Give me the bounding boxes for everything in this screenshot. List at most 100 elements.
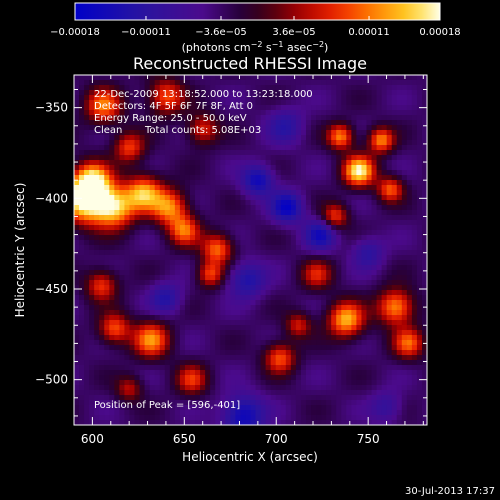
heatmap-cell xyxy=(210,90,216,96)
heatmap-cell xyxy=(124,325,131,331)
heatmap-cell xyxy=(270,75,277,81)
heatmap-cell xyxy=(376,310,383,316)
heatmap-cell xyxy=(376,180,383,186)
heatmap-cell xyxy=(200,345,206,351)
heatmap-cell xyxy=(139,350,146,356)
heatmap-cell xyxy=(169,300,176,306)
heatmap-cell xyxy=(169,110,176,116)
heatmap-cell xyxy=(361,265,368,271)
heatmap-cell xyxy=(179,270,186,276)
heatmap-cell xyxy=(376,170,383,176)
heatmap-cell xyxy=(341,375,347,381)
heatmap-cell xyxy=(220,285,226,291)
heatmap-cell xyxy=(260,420,267,425)
heatmap-cell xyxy=(285,235,292,241)
heatmap-cell xyxy=(391,275,398,281)
heatmap-cell xyxy=(331,420,337,425)
heatmap-cell xyxy=(275,290,282,296)
heatmap-cell xyxy=(129,80,136,86)
heatmap-cell xyxy=(280,365,287,371)
heatmap-cell xyxy=(134,375,141,381)
heatmap-cell xyxy=(200,130,206,136)
heatmap-cell xyxy=(114,395,120,401)
heatmap-cell xyxy=(371,110,378,116)
heatmap-cell xyxy=(275,380,282,386)
heatmap-cell xyxy=(154,140,161,146)
heatmap-cell xyxy=(406,110,413,116)
heatmap-cell xyxy=(94,325,100,331)
heatmap-cell xyxy=(94,145,100,151)
heatmap-cell xyxy=(270,320,277,326)
heatmap-cell xyxy=(184,235,191,241)
heatmap-cell xyxy=(129,130,136,136)
heatmap-cell xyxy=(305,110,312,116)
heatmap-cell xyxy=(341,225,347,231)
heatmap-cell xyxy=(416,305,423,311)
heatmap-cell xyxy=(129,270,136,276)
heatmap-cell xyxy=(300,240,307,246)
heatmap-cell xyxy=(134,290,141,296)
heatmap-cell xyxy=(195,195,201,201)
heatmap-cell xyxy=(210,245,216,251)
heatmap-cell xyxy=(361,260,368,266)
heatmap-cell xyxy=(421,235,427,241)
heatmap-cell xyxy=(169,215,176,221)
heatmap-cell xyxy=(300,115,307,121)
heatmap-cell xyxy=(210,185,216,191)
heatmap-cell xyxy=(401,145,408,151)
heatmap-cell xyxy=(200,220,206,226)
heatmap-cell xyxy=(305,160,312,166)
heatmap-cell xyxy=(210,160,216,166)
heatmap-cell xyxy=(396,375,403,381)
heatmap-cell xyxy=(376,75,383,81)
heatmap-cell xyxy=(300,195,307,201)
heatmap-cell xyxy=(356,110,363,116)
heatmap-cell xyxy=(255,415,262,421)
plot-frame xyxy=(73,74,428,426)
heatmap-cell xyxy=(220,275,226,281)
heatmap-cell xyxy=(376,350,383,356)
heatmap-cell xyxy=(205,175,211,181)
heatmap-cell xyxy=(114,250,120,256)
heatmap-cell xyxy=(94,215,100,221)
heatmap-cell xyxy=(421,80,427,86)
heatmap-cell xyxy=(275,390,282,396)
heatmap-cell xyxy=(406,400,413,406)
heatmap-cell xyxy=(321,175,327,181)
heatmap-cell xyxy=(220,410,226,416)
heatmap-cell xyxy=(361,380,368,386)
heatmap-cell xyxy=(250,370,257,376)
heatmap-cell xyxy=(396,85,403,91)
heatmap-cell xyxy=(361,360,368,366)
heatmap-cell xyxy=(104,295,110,301)
heatmap-cell xyxy=(230,155,236,161)
heatmap-cell xyxy=(305,365,312,371)
heatmap-cell xyxy=(99,410,105,416)
heatmap-cell xyxy=(230,375,236,381)
heatmap-cell xyxy=(260,375,267,381)
heatmap-cell xyxy=(144,275,151,281)
heatmap-cell xyxy=(124,380,131,386)
heatmap-cell xyxy=(376,280,383,286)
heatmap-cell xyxy=(119,170,126,176)
heatmap-cell xyxy=(305,200,312,206)
heatmap-cell xyxy=(270,220,277,226)
heatmap-cell xyxy=(371,270,378,276)
heatmap-cell xyxy=(411,145,418,151)
heatmap-cell xyxy=(149,125,156,131)
heatmap-cell xyxy=(74,235,80,241)
heatmap-cell xyxy=(406,320,413,326)
heatmap-cell xyxy=(285,175,292,181)
heatmap-cell xyxy=(270,185,277,191)
heatmap-cell xyxy=(179,350,186,356)
heatmap-cell xyxy=(275,415,282,421)
heatmap-cell xyxy=(169,170,176,176)
heatmap-cell xyxy=(79,385,85,391)
heatmap-cell xyxy=(245,305,252,311)
heatmap-cell xyxy=(235,290,242,296)
heatmap-cell xyxy=(189,375,196,381)
heatmap-cell xyxy=(361,355,368,361)
heatmap-cell xyxy=(179,75,186,81)
heatmap-cell xyxy=(164,165,171,171)
heatmap-cell xyxy=(220,125,226,131)
